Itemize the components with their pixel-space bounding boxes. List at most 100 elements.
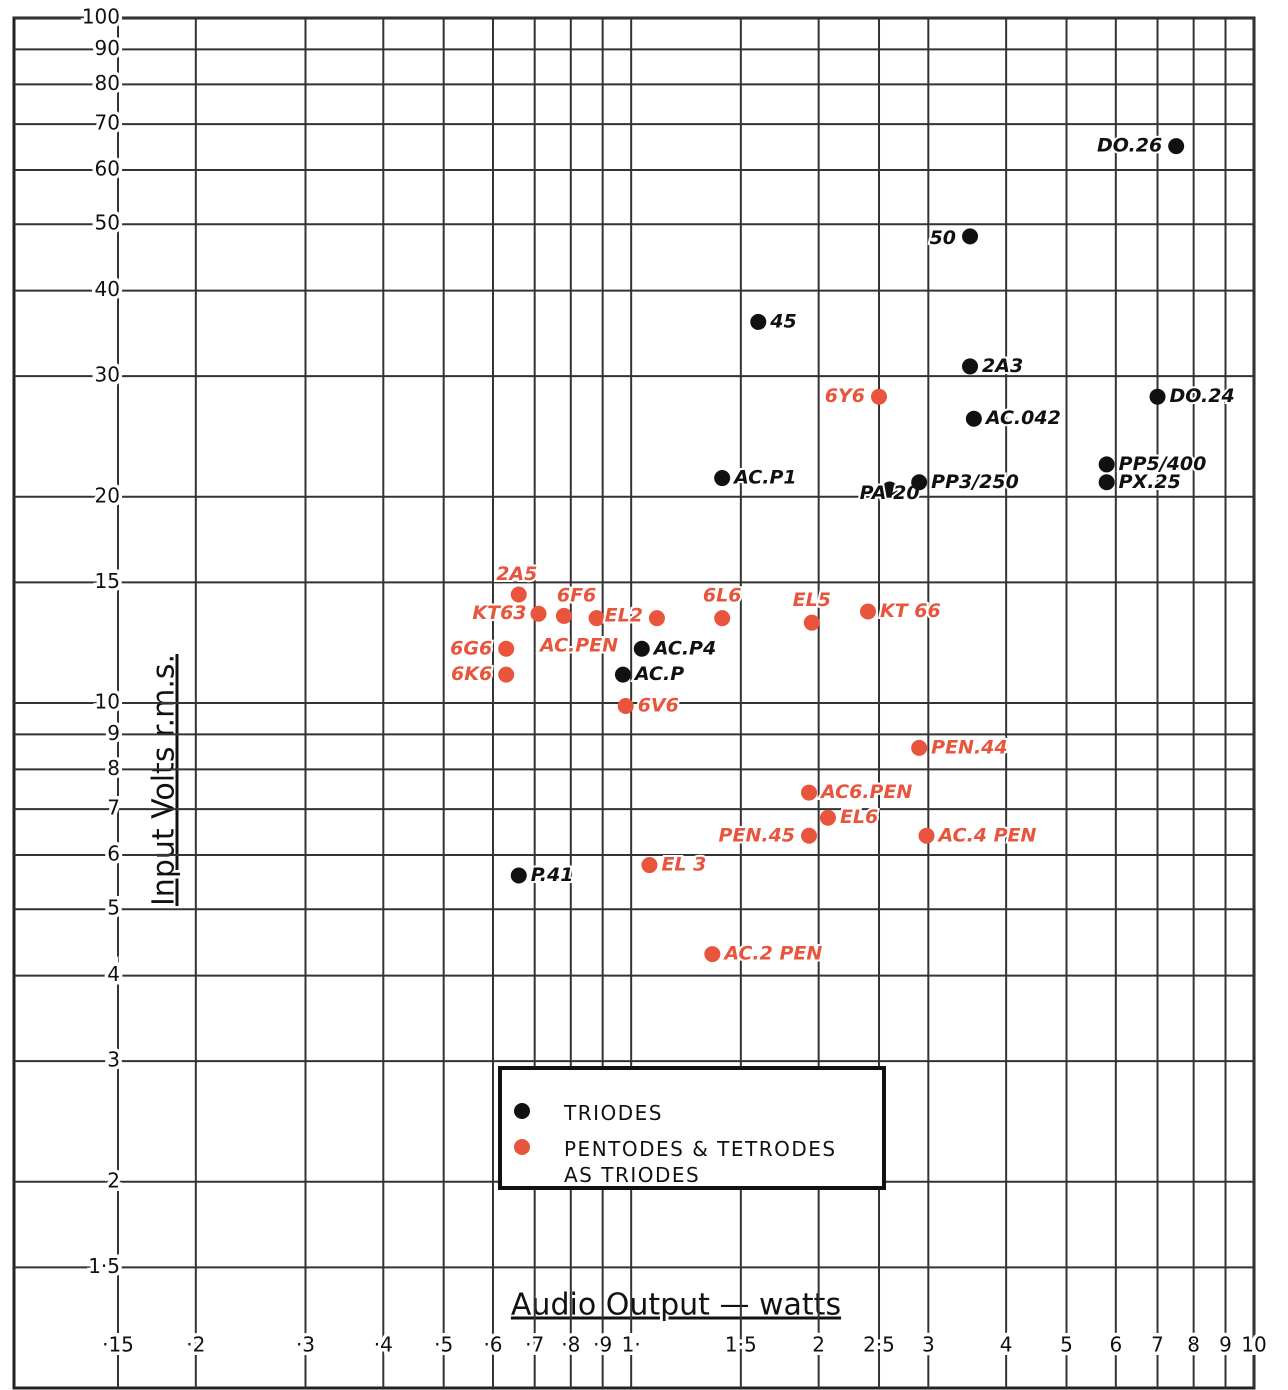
legend-entry: PENTODES & TETRODES AS TRIODES — [514, 1136, 882, 1188]
data-point — [617, 697, 634, 714]
y-tick-label: 100 — [82, 5, 120, 29]
point-label: 6G6 — [450, 637, 492, 659]
data-point — [633, 640, 650, 657]
point-label: 6K6 — [451, 663, 492, 685]
point-label: DO.24 — [1170, 385, 1235, 407]
y-tick-label: 40 — [95, 277, 120, 301]
x-tick-label: 2 — [812, 1333, 825, 1357]
legend-label: PENTODES & TETRODES AS TRIODES — [564, 1137, 837, 1187]
point-label: AC.4 PEN — [937, 824, 1037, 846]
point-label: AC.P1 — [732, 467, 796, 489]
data-point — [555, 607, 572, 624]
data-point — [1098, 456, 1115, 473]
point-label: PP5/400 — [1119, 453, 1207, 475]
point-label: KT63 — [472, 602, 526, 624]
point-label: AC.P4 — [652, 637, 716, 659]
point-label: P.41 — [531, 864, 574, 886]
legend-swatch — [514, 1139, 530, 1155]
data-point — [530, 605, 547, 622]
x-tick-label: ·15 — [102, 1333, 134, 1357]
point-label: DO.26 — [1097, 135, 1162, 157]
data-point — [648, 610, 665, 627]
x-tick-label: 1·5 — [725, 1333, 757, 1357]
data-point — [911, 739, 928, 756]
x-tick-label: 5 — [1060, 1333, 1073, 1357]
grid — [14, 17, 1255, 1388]
y-axis-label: Input Volts r.m.s. — [147, 654, 182, 906]
data-point — [965, 410, 982, 427]
point-label: EL 3 — [661, 854, 706, 876]
x-tick-label: ·3 — [296, 1333, 315, 1357]
point-label: KT 66 — [880, 600, 941, 622]
point-label: AC.042 — [984, 407, 1061, 429]
x-tick-label: ·6 — [483, 1333, 502, 1357]
legend-swatch — [514, 1103, 530, 1119]
x-tick-label: 6 — [1109, 1333, 1122, 1357]
legend-label: TRIODES — [564, 1101, 663, 1125]
y-tick-label: 1·5 — [88, 1254, 120, 1278]
point-label: 45 — [769, 310, 796, 332]
data-point — [1098, 474, 1115, 491]
point-label: PEN.45 — [719, 824, 795, 846]
data-point — [962, 358, 979, 375]
y-tick-label: 50 — [95, 211, 120, 235]
x-tick-label: 7 — [1151, 1333, 1164, 1357]
data-point — [510, 867, 527, 884]
y-tick-label: 80 — [95, 71, 120, 95]
data-point — [871, 388, 888, 405]
point-label: EL6 — [840, 806, 878, 828]
y-tick-label: 5 — [107, 896, 120, 920]
data-point — [918, 827, 935, 844]
x-tick-label: ·7 — [525, 1333, 544, 1357]
point-label: 2A3 — [982, 355, 1023, 377]
y-tick-label: 2 — [107, 1168, 120, 1192]
point-label: 6L6 — [703, 585, 742, 607]
point-label: 50 — [930, 227, 956, 249]
data-point — [641, 857, 658, 874]
data-point — [819, 809, 836, 826]
y-tick-label: 6 — [107, 841, 120, 865]
data-point — [588, 610, 605, 627]
data-point — [1168, 138, 1185, 155]
x-axis-label: Audio Output — watts — [511, 1288, 841, 1323]
x-tick-label: 9 — [1219, 1333, 1232, 1357]
data-point — [750, 313, 767, 330]
data-point — [1149, 388, 1166, 405]
x-tick-label: ·9 — [593, 1333, 612, 1357]
data-point — [881, 481, 898, 498]
y-tick-label: 7 — [107, 796, 120, 820]
y-tick-label: 3 — [107, 1048, 120, 1072]
data-point — [801, 784, 818, 801]
point-label: EL2 — [605, 605, 643, 627]
point-label: 6V6 — [638, 694, 679, 716]
point-label: EL5 — [793, 589, 831, 611]
x-tick-label: 8 — [1187, 1333, 1200, 1357]
y-tick-label: 60 — [95, 156, 120, 180]
x-tick-label: 4 — [1000, 1333, 1013, 1357]
x-tick-label: ·2 — [186, 1333, 205, 1357]
x-tick-label: ·4 — [374, 1333, 393, 1357]
data-point — [911, 474, 928, 491]
x-tick-label: 10 — [1241, 1333, 1266, 1357]
data-point — [704, 946, 721, 963]
point-label: 2A5 — [496, 563, 537, 585]
y-tick-label: 15 — [95, 569, 120, 593]
y-tick-label: 4 — [107, 962, 120, 986]
x-tick-label: 3 — [922, 1333, 935, 1357]
point-label: AC.P — [633, 663, 684, 685]
x-tick-label: 1· — [622, 1333, 641, 1357]
point-label: PA 20 — [860, 482, 920, 504]
x-tick-label: ·8 — [561, 1333, 580, 1357]
point-label: 6F6 — [557, 585, 596, 607]
y-tick-label: 70 — [95, 111, 120, 135]
point-label: 6Y6 — [825, 385, 865, 407]
y-tick-label: 8 — [107, 756, 120, 780]
point-label: PP3/250 — [931, 471, 1019, 493]
y-tick-label: 90 — [95, 36, 120, 60]
y-tick-label: 30 — [95, 363, 120, 387]
point-label: PEN.44 — [931, 736, 1007, 758]
data-point — [614, 666, 631, 683]
x-tick-label: 2·5 — [863, 1333, 895, 1357]
